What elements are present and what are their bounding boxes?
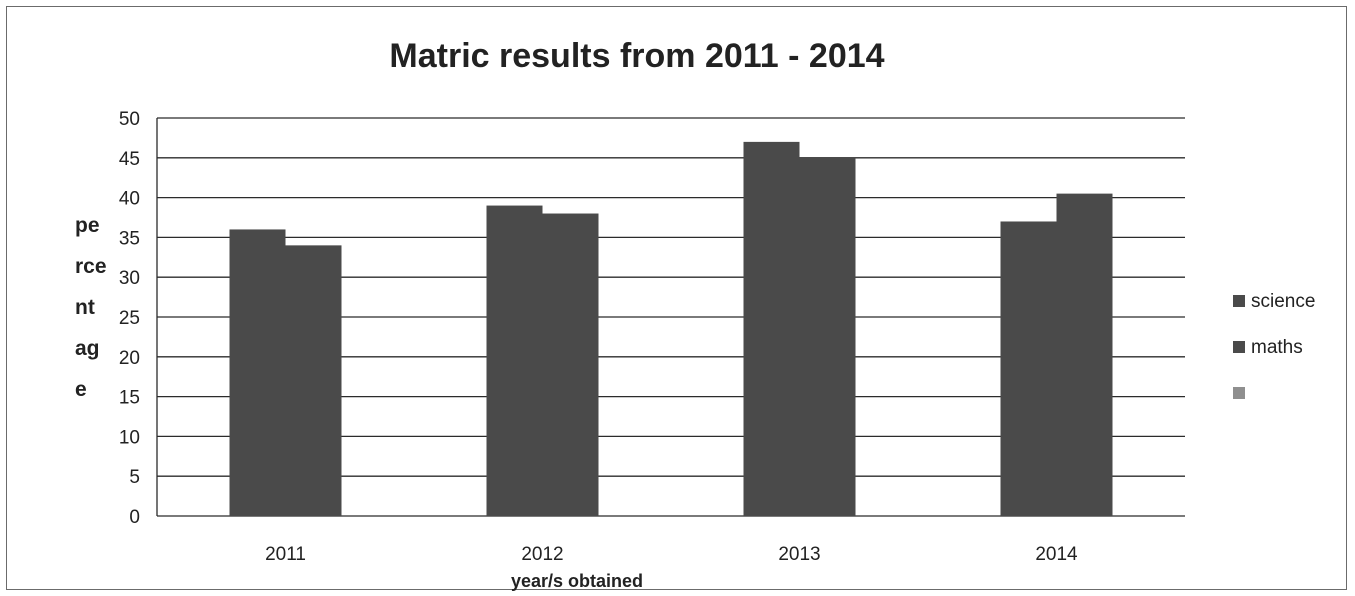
x-tick-label: 2011 (265, 544, 306, 565)
y-tick-label: 30 (119, 268, 140, 289)
bar-maths-2014 (1056, 193, 1113, 516)
y-axis-label-line: rce (75, 255, 107, 278)
y-axis-label-line: e (75, 378, 87, 401)
y-axis-label-line: pe (75, 214, 100, 237)
y-tick-label: 25 (119, 308, 140, 329)
x-tick-label: 2013 (778, 544, 820, 565)
x-axis-label: year/s obtained (511, 571, 643, 591)
y-tick-label: 5 (129, 467, 140, 488)
legend-swatch (1233, 387, 1245, 399)
legend: science maths (1233, 291, 1315, 399)
chart-title: Matric results from 2011 - 2014 (389, 37, 884, 75)
legend-swatch (1233, 295, 1245, 307)
bar-science-2013 (743, 141, 800, 516)
y-tick-label: 15 (119, 388, 140, 409)
bars (229, 141, 1113, 517)
bar-maths-2012 (542, 213, 599, 516)
y-tick-label: 45 (119, 149, 140, 170)
x-tick-label: 2012 (521, 544, 563, 565)
y-axis-label: pe rce nt ag e (75, 214, 107, 401)
y-tick-label: 10 (119, 427, 140, 448)
bar-science-2012 (486, 205, 543, 516)
legend-label: science (1251, 291, 1315, 312)
y-tick-label: 40 (119, 189, 140, 210)
y-tick-label: 0 (129, 507, 140, 528)
legend-label: maths (1251, 337, 1303, 358)
bar-maths-2011 (285, 245, 342, 517)
y-tick-label: 50 (119, 109, 140, 130)
legend-swatch (1233, 341, 1245, 353)
bar-science-2011 (229, 229, 286, 516)
y-axis-label-line: ag (75, 337, 100, 360)
bar-chart: Matric results from 2011 - 2014 0 5 10 15 20… (75, 37, 1315, 591)
y-axis-label-line: nt (75, 296, 95, 319)
y-tick-label: 20 (119, 348, 140, 369)
x-tick-labels: 2011 2012 2013 2014 (265, 544, 1078, 565)
y-tick-labels: 0 5 10 15 20 25 30 35 40 45 50 (119, 109, 140, 528)
bar-maths-2013 (799, 157, 856, 517)
chart-frame: Matric results from 2011 - 2014 0 5 10 15 20… (6, 6, 1347, 591)
y-tick-label: 35 (119, 228, 140, 249)
bar-science-2014 (1000, 221, 1057, 517)
x-tick-label: 2014 (1035, 544, 1078, 565)
